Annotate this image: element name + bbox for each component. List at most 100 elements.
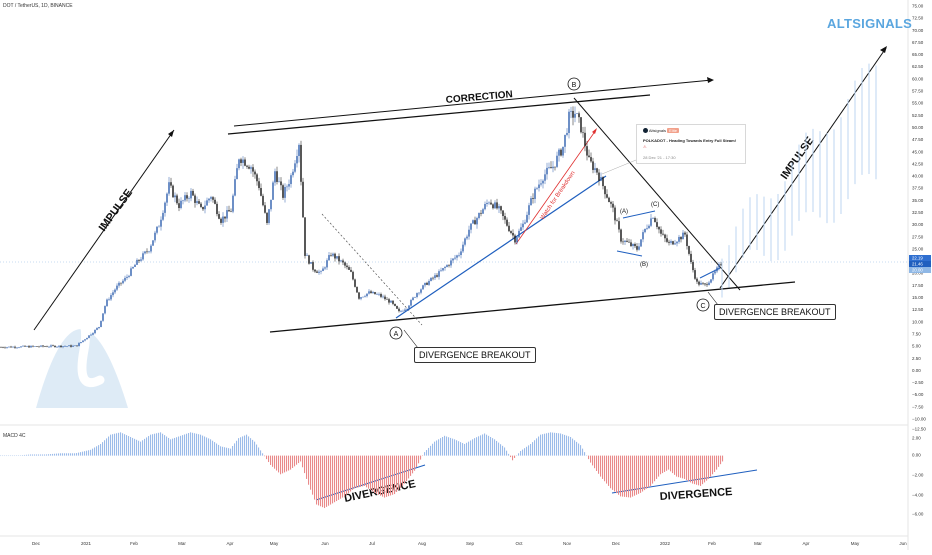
candle-body [320, 271, 321, 272]
candle-body [114, 290, 115, 293]
price-tick-label: 17.50 [912, 283, 924, 288]
candle-body [718, 264, 719, 267]
macd-bar [302, 456, 303, 468]
candle-body [540, 183, 541, 184]
candle-body [70, 345, 71, 346]
candle-body [426, 283, 427, 285]
macd-bar [366, 456, 367, 488]
arrow-head-icon [707, 77, 714, 83]
candle-body [228, 210, 229, 211]
macd-bar [190, 432, 191, 455]
price-tick-label: 62.50 [912, 64, 924, 69]
macd-bar [650, 456, 651, 486]
macd-bar [48, 454, 49, 455]
macd-bar [362, 456, 363, 487]
candle-body [654, 218, 655, 222]
price-tick-label: 42.50 [912, 161, 924, 166]
macd-bar [106, 438, 107, 455]
candle-body [184, 195, 185, 200]
candle-body [18, 347, 19, 348]
time-tick-label: Dec [32, 541, 41, 546]
macd-bar [28, 455, 29, 456]
candle-body [714, 271, 715, 273]
macd-bar [448, 437, 449, 455]
macd-bar [318, 456, 319, 506]
price-tick-label: 7.50 [912, 331, 921, 336]
candle-body [692, 262, 693, 270]
macd-bar [500, 444, 501, 455]
price-tick-label: 70.00 [912, 28, 924, 33]
candle-body [676, 242, 677, 244]
macd-bar [482, 434, 483, 455]
idea-card[interactable]: Altsignals Elite POLKADOT - Heading Towa… [636, 124, 746, 164]
candle-body [572, 111, 573, 118]
macd-bar [308, 456, 309, 485]
candle-body [206, 200, 207, 205]
macd-bar [632, 456, 633, 497]
candle-body [10, 347, 11, 348]
candle-body [452, 259, 453, 261]
macd-bar [490, 437, 491, 456]
price-tick-label: 67.50 [912, 40, 924, 45]
candle-body [412, 298, 413, 300]
candle-body [682, 233, 683, 240]
macd-bar [630, 456, 631, 498]
macd-bar [278, 456, 279, 473]
macd-bar [554, 433, 555, 456]
macd-bar [158, 433, 159, 456]
macd-bar [674, 456, 675, 475]
time-tick-label: Nov [563, 541, 572, 546]
macd-bar [416, 456, 417, 467]
macd-bar [600, 456, 601, 477]
candle-body [40, 346, 41, 347]
macd-bar [376, 456, 377, 494]
price-tick-label: −2.50 [912, 380, 924, 385]
macd-bar [530, 444, 531, 456]
macd-bar [134, 439, 135, 456]
candle-body [84, 339, 85, 340]
candle-body [292, 172, 293, 175]
candle-body [678, 237, 679, 242]
candle-body [558, 150, 559, 156]
macd-bar [22, 455, 23, 456]
candle-body [90, 335, 91, 336]
macd-bar [626, 456, 627, 497]
macd-bar [534, 440, 535, 455]
macd-bar [84, 451, 85, 455]
candle-body [264, 205, 265, 213]
macd-bar [702, 456, 703, 485]
time-tick-label: 2022 [660, 541, 671, 546]
candle-body [336, 256, 337, 258]
macd-bar [720, 456, 721, 465]
macd-bar [350, 456, 351, 492]
candle-body [622, 242, 623, 243]
candle-body [644, 229, 645, 232]
candle-body [568, 112, 569, 133]
candle-body [472, 220, 473, 223]
macd-bar [572, 439, 573, 456]
macd-bar [392, 456, 393, 495]
macd-bar [542, 434, 543, 455]
arrow-head-icon [168, 130, 174, 137]
candle-body [516, 237, 517, 242]
candle-body [342, 260, 343, 262]
price-tick-label: 5.00 [912, 344, 921, 349]
candle-body [160, 220, 161, 227]
macd-bar [510, 456, 511, 457]
macd-bar [112, 434, 113, 455]
price-tick-label: 32.50 [912, 210, 924, 215]
macd-bar [198, 434, 199, 455]
macd-bar [202, 436, 203, 456]
candle-body [444, 267, 445, 268]
candle-body [674, 243, 675, 244]
macd-bar [556, 433, 557, 456]
macd-bar [304, 456, 305, 473]
candle-body [422, 285, 423, 289]
correction-channel-upper [228, 95, 650, 134]
candle-body [240, 159, 241, 163]
candle-body [686, 235, 687, 247]
candle-body [2, 347, 3, 348]
candle-body [406, 309, 407, 310]
macd-bar [140, 442, 141, 456]
candle-body [418, 293, 419, 294]
